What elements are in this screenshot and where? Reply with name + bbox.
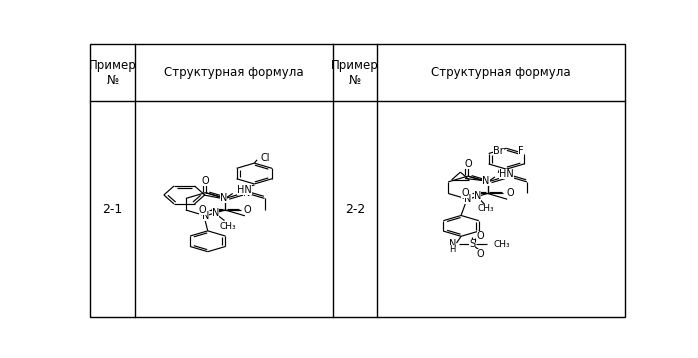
Text: H: H bbox=[449, 245, 455, 254]
Text: N: N bbox=[505, 171, 512, 181]
Text: S: S bbox=[469, 240, 475, 250]
Text: N: N bbox=[202, 211, 209, 221]
Text: O: O bbox=[244, 205, 251, 215]
Text: N: N bbox=[449, 238, 456, 248]
Text: O: O bbox=[461, 188, 469, 198]
Text: N: N bbox=[482, 176, 489, 187]
Text: CH₃: CH₃ bbox=[494, 240, 510, 249]
Text: O: O bbox=[506, 188, 514, 198]
Text: N: N bbox=[464, 194, 472, 204]
Text: Br: Br bbox=[493, 146, 504, 156]
Text: CH₃: CH₃ bbox=[478, 204, 494, 213]
Text: HN: HN bbox=[237, 185, 252, 195]
Text: O: O bbox=[464, 159, 472, 169]
Text: O: O bbox=[477, 231, 484, 241]
Text: 2-2: 2-2 bbox=[345, 203, 365, 216]
Text: Структурная формула: Структурная формула bbox=[164, 66, 304, 79]
Text: CH₃: CH₃ bbox=[219, 222, 236, 231]
Text: Структурная формула: Структурная формула bbox=[431, 66, 571, 79]
Text: N: N bbox=[474, 192, 482, 201]
Text: O: O bbox=[202, 176, 209, 186]
Text: Пример
№: Пример № bbox=[89, 59, 136, 87]
Text: 2-1: 2-1 bbox=[103, 203, 123, 216]
Text: Пример
№: Пример № bbox=[331, 59, 379, 87]
Text: F: F bbox=[518, 146, 524, 156]
Text: N: N bbox=[243, 188, 250, 198]
Text: Cl: Cl bbox=[261, 153, 270, 163]
Text: N: N bbox=[211, 208, 219, 218]
Text: O: O bbox=[477, 248, 484, 258]
Text: O: O bbox=[199, 205, 207, 215]
Text: N: N bbox=[220, 193, 228, 203]
Text: HN: HN bbox=[499, 169, 514, 179]
